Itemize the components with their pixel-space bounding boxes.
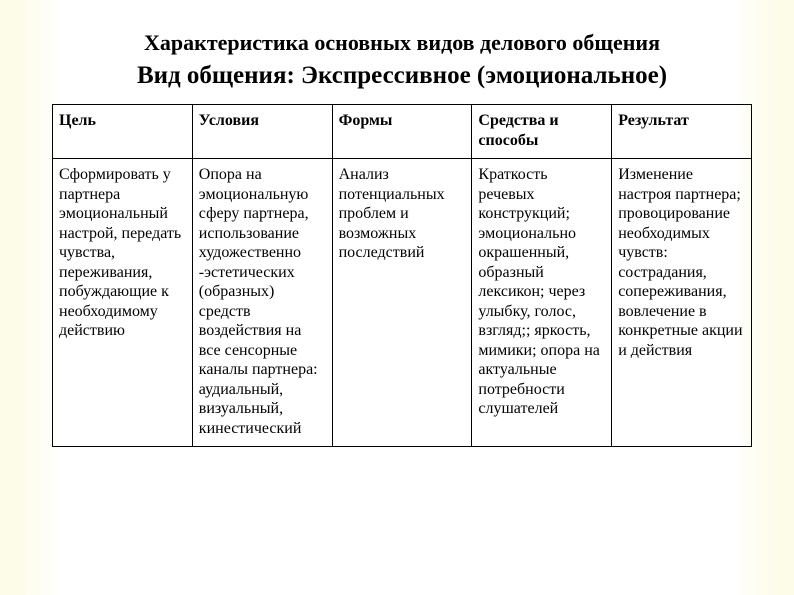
cell-conditions: Опора на эмоциональную сферу партнера, и…: [192, 159, 332, 447]
subtitle: Характеристика основных видов делового о…: [52, 30, 752, 56]
header-forms: Формы: [332, 105, 472, 159]
cell-result: Изменение настроя партнера; провоцирован…: [612, 159, 752, 447]
header-conditions: Условия: [192, 105, 332, 159]
characteristics-table: Цель Условия Формы Средства и способы Ре…: [52, 104, 752, 447]
cell-forms: Анализ потенциальных проблем и возможных…: [332, 159, 472, 447]
header-goal: Цель: [53, 105, 193, 159]
header-result: Результат: [612, 105, 752, 159]
cell-goal: Сформировать у партнера эмоциональный на…: [53, 159, 193, 447]
table-row: Сформировать у партнера эмоциональный на…: [53, 159, 752, 447]
main-title: Вид общения: Экспрессивное (эмоционально…: [52, 62, 752, 90]
header-means: Средства и способы: [472, 105, 612, 159]
table-header-row: Цель Условия Формы Средства и способы Ре…: [53, 105, 752, 159]
page-container: Характеристика основных видов делового о…: [0, 0, 794, 595]
cell-means: Краткость речевых конструкций; эмоционал…: [472, 159, 612, 447]
